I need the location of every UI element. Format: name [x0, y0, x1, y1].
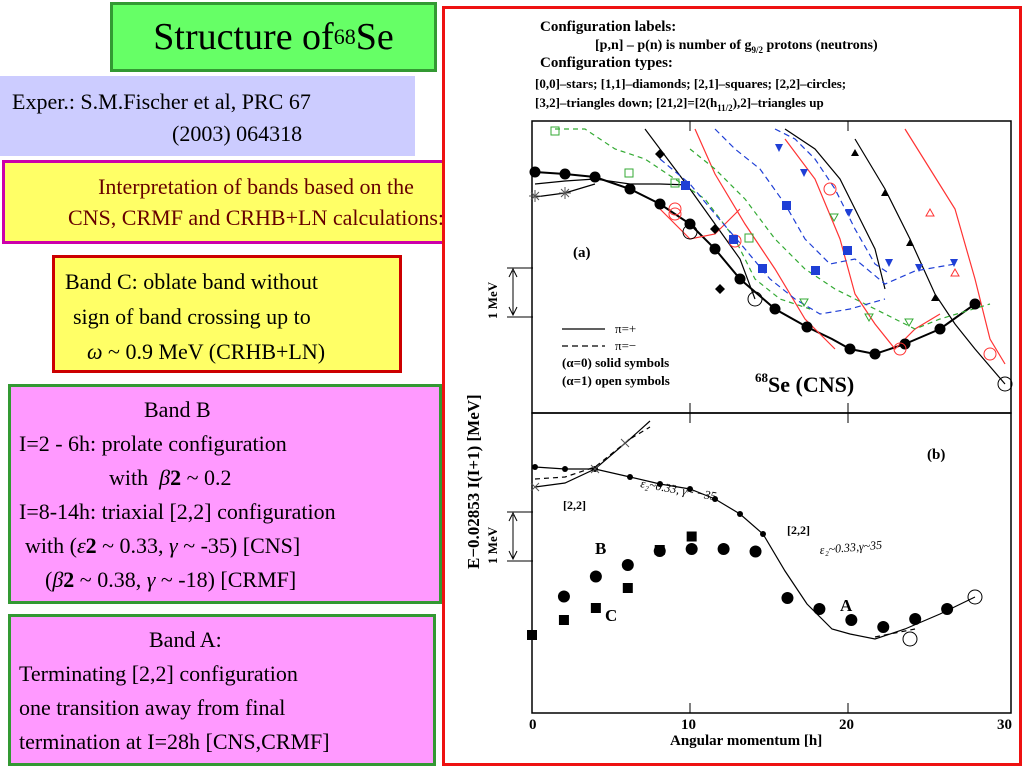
- interpretation-box: Interpretation of bands based on the CNS…: [2, 160, 510, 244]
- band-b-point: [685, 543, 698, 555]
- x-tick-10: 10: [681, 717, 696, 733]
- band-c-point: [622, 583, 633, 593]
- cns-label-mass: 68: [755, 370, 769, 385]
- band-a-line-1: Terminating [2,2] configuration: [19, 661, 298, 686]
- band-b-line-4-prefix: with (: [25, 533, 77, 558]
- scale-bar-a: [507, 267, 533, 318]
- panel-a-label: (a): [573, 245, 591, 261]
- y-axis-label: E−0.02853 I(I+1) [MeV]: [464, 394, 483, 569]
- band-a-point: [941, 603, 954, 615]
- scale-label-a: 1 MeV: [485, 281, 500, 319]
- band-c-line-2: sign of band crossing up to: [73, 304, 311, 329]
- band-b-beta-value: ~ 0.2: [186, 465, 232, 490]
- x-tick-30: 30: [997, 717, 1012, 733]
- panel-b-frame: [531, 412, 1012, 714]
- legend-types-2a: [3,2]–triangles down; [21,2]=[2(h: [535, 95, 718, 110]
- panel-b-curves: [534, 420, 976, 640]
- legend-line-1a: [p,n] – p(n) is number of g: [595, 38, 752, 53]
- title-element: Se: [355, 16, 394, 58]
- band-a-line-3: termination at I=28h [CNS,CRMF]: [19, 729, 330, 754]
- band-c-line-3-text: ~ 0.9 MeV (CRHB+LN): [108, 339, 326, 364]
- band-b-point: [621, 559, 634, 571]
- band-a-point: [845, 614, 858, 626]
- deformation-lower: ε₂~0.33,γ~35: [819, 538, 883, 557]
- band-b-gamma-value: ~ -35) [CNS]: [183, 533, 301, 558]
- slide-title: Structure of 68 Se: [110, 2, 437, 72]
- band-a-box: Band A: Terminating [2,2] configuration …: [8, 614, 436, 766]
- panel-b-theory-points: [530, 438, 983, 647]
- band-a-point: [813, 603, 826, 615]
- reference-line-1: Exper.: S.M.Fischer et al, PRC 67: [12, 89, 311, 114]
- band-b-beta2-value: ~ 0.38,: [79, 567, 142, 592]
- legend-sub: 9/2: [752, 45, 764, 55]
- band-a-label: A: [840, 596, 853, 615]
- deformation-upper: ε₂~0.33, γ~ −35: [639, 476, 717, 503]
- band-b-line-1: I=2 - 6h: prolate configuration: [19, 431, 287, 456]
- band-b-point: [589, 570, 602, 583]
- legend-title-labels: Configuration labels:: [540, 19, 676, 35]
- band-c-point: [686, 531, 697, 542]
- x-tick-0: 0: [529, 717, 537, 733]
- interpretation-line-2: CNS, CRMF and CRHB+LN calculations:: [67, 205, 445, 230]
- band-a-point: [877, 621, 890, 633]
- band-b-gamma2-value: ~ -18) [CRMF]: [160, 567, 297, 592]
- x-tick-20: 20: [839, 717, 854, 733]
- reference-box: Exper.: S.M.Fischer et al, PRC 67 (2003)…: [0, 76, 415, 156]
- reference-line-2: (2003) 064318: [172, 121, 303, 146]
- band-c-point: [558, 615, 569, 625]
- band-c-line-1: Band C: oblate band without: [65, 269, 318, 294]
- band-a-heading: Band A:: [149, 627, 222, 652]
- legend-parity-plus: π=+: [615, 321, 636, 336]
- cns-label: 68Se (CNS): [755, 370, 854, 397]
- panel-b-data: [527, 531, 954, 640]
- legend-types-2: [3,2]–triangles down; [21,2]=[2(h11/2),2…: [535, 95, 824, 113]
- band-a-point: [909, 613, 922, 625]
- legend-title-types: Configuration types:: [540, 55, 673, 71]
- interpretation-line-1: Interpretation of bands based on the: [98, 174, 414, 199]
- band-a-line-2: one transition away from final: [19, 695, 286, 720]
- title-text: Structure of: [153, 16, 334, 58]
- legend-parity-minus: π=−: [615, 338, 636, 353]
- legend-signature-1: (α=1) open symbols: [562, 373, 670, 388]
- band-b-heading: Band B: [144, 397, 211, 422]
- label-22-right: [2,2]: [787, 523, 810, 537]
- scale-bar-b: [507, 511, 533, 562]
- band-c-point: [654, 545, 665, 555]
- band-b-line-2: with β2 ~ 0.2: [109, 465, 232, 490]
- label-22-left: [2,2]: [563, 498, 586, 512]
- x-ticks: [689, 121, 849, 713]
- band-b-eps-value: ~ 0.33,: [102, 533, 164, 558]
- band-b-line-5: (β2 ~ 0.38, γ ~ -18) [CRMF]: [45, 567, 297, 592]
- band-a-point: [781, 592, 794, 604]
- legend-types-2b: ),2]–triangles up: [733, 95, 824, 110]
- band-c-box: Band C: oblate band without sign of band…: [52, 255, 402, 373]
- band-b-point: [557, 590, 570, 603]
- band-b-line-4: with (ε2 ~ 0.33, γ ~ -35) [CNS]: [25, 533, 301, 558]
- band-c-label: C: [605, 606, 617, 625]
- band-b-line-3: I=8-14h: triaxial [2,2] configuration: [19, 499, 336, 524]
- cns-label-text: Se (CNS): [768, 372, 854, 397]
- cns-figure: Configuration labels: [p,n] – p(n) is nu…: [464, 19, 1013, 749]
- legend-types-1: [0,0]–stars; [1,1]–diamonds; [2,1]–squar…: [535, 76, 846, 91]
- figure-frame: Configuration labels: [p,n] – p(n) is nu…: [442, 6, 1022, 766]
- band-b-with: with: [109, 465, 149, 490]
- band-c-point: [590, 603, 601, 613]
- legend-signature-0: (α=0) solid symbols: [562, 355, 669, 370]
- band-b-point: [749, 545, 762, 558]
- legend-line-1: [p,n] – p(n) is number of g9/2 protons (…: [595, 38, 878, 55]
- panel-a-curves: [534, 128, 1006, 385]
- scale-label-b: 1 MeV: [485, 526, 500, 564]
- panel-a-symbols: [529, 126, 1013, 392]
- legend-line-1b: protons (neutrons): [763, 38, 878, 53]
- band-b-label: B: [595, 539, 606, 558]
- band-c-point: [527, 630, 537, 640]
- panel-b-label: (b): [927, 447, 945, 463]
- band-c-line-3: ω ~ 0.9 MeV (CRHB+LN): [87, 339, 326, 364]
- band-b-point: [717, 543, 730, 555]
- band-b-box: Band B I=2 - 6h: prolate configuration w…: [8, 384, 442, 604]
- x-axis-label: Angular momentum [h]: [670, 733, 822, 749]
